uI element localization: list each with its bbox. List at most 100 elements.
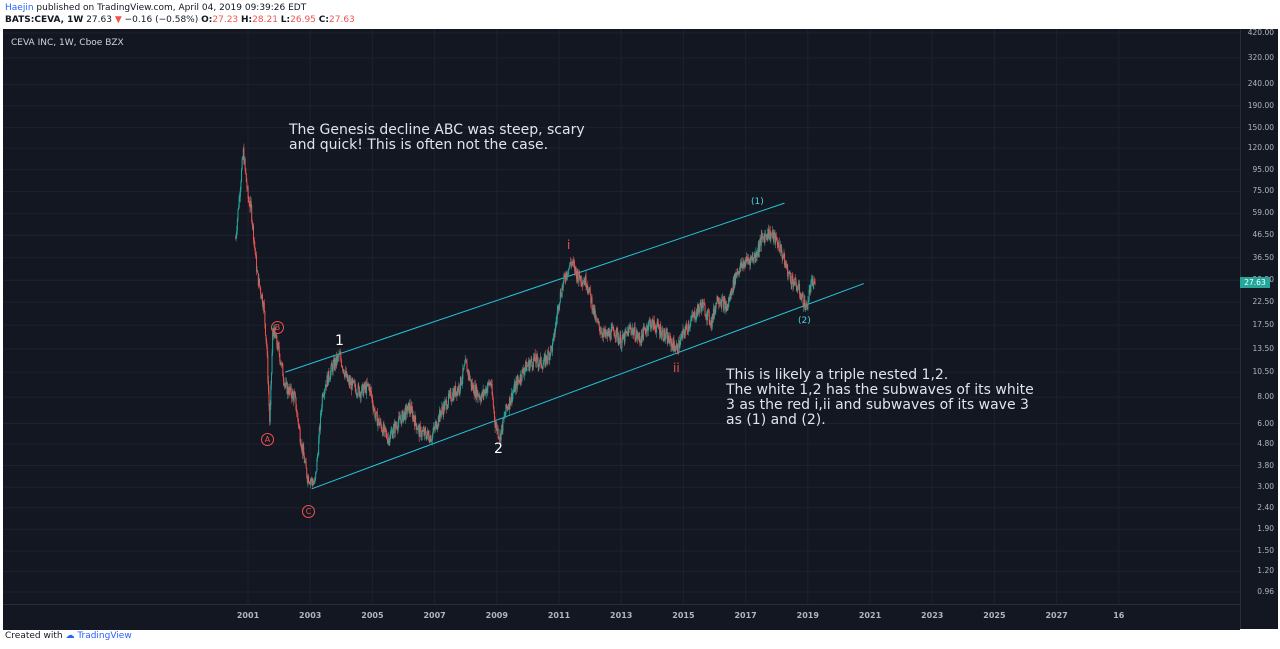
- candle-body: [638, 333, 640, 337]
- candle-body: [603, 329, 605, 333]
- candle-body: [762, 235, 764, 238]
- candle-body: [561, 296, 563, 298]
- candle-body: [586, 286, 588, 288]
- wave-label-c[interactable]: C: [302, 505, 315, 518]
- wave-label-2[interactable]: 2: [494, 441, 503, 457]
- candle-body: [800, 296, 802, 300]
- tradingview-link[interactable]: TradingView: [77, 631, 132, 641]
- time-tick-label: 2023: [921, 611, 944, 620]
- candle-body: [726, 304, 728, 311]
- candle-body: [437, 416, 439, 426]
- candle-body: [575, 266, 577, 272]
- candle-body: [797, 288, 799, 290]
- wave-label-paren-1[interactable]: (1): [751, 197, 764, 207]
- candle-body: [288, 392, 290, 395]
- candle-body: [483, 391, 485, 395]
- candle-body: [593, 308, 595, 315]
- candle-body: [477, 390, 479, 396]
- candle-body: [510, 393, 512, 402]
- price-tick-label: 59.00: [1252, 208, 1274, 218]
- chart-pane[interactable]: CEVA INC, 1W, Cboe BZX The Genesis decli…: [3, 29, 1240, 629]
- candle-body: [441, 406, 443, 410]
- annotation-triple-nested[interactable]: This is likely a triple nested 1,2. The …: [726, 367, 1034, 428]
- price-tick-label: 13.50: [1252, 343, 1274, 353]
- candle-body: [568, 268, 570, 274]
- low-label: L:: [280, 15, 291, 25]
- candle-body: [342, 366, 344, 370]
- wave-label-b[interactable]: B: [271, 321, 284, 334]
- price-tick-label: 240.00: [1247, 79, 1274, 89]
- wave-label-a[interactable]: A: [261, 433, 274, 446]
- candle-body: [581, 283, 583, 285]
- candle-body: [582, 282, 584, 285]
- candle-body: [459, 376, 461, 391]
- candle-body: [716, 296, 718, 305]
- author-link[interactable]: Haejin: [5, 3, 34, 13]
- candle-body: [675, 345, 677, 350]
- candle-body: [701, 299, 703, 311]
- candle-body: [774, 232, 776, 244]
- candle-body: [388, 437, 390, 441]
- candle-body: [302, 447, 304, 455]
- candle-body: [324, 389, 326, 395]
- candle-body: [658, 327, 660, 329]
- candle-body: [650, 326, 652, 330]
- candle-body: [360, 392, 362, 398]
- candle-body: [583, 280, 585, 283]
- candle-body: [717, 300, 719, 302]
- candle-body: [574, 263, 576, 272]
- candle-body: [577, 279, 579, 283]
- candle-body: [697, 304, 699, 316]
- candle-body: [361, 384, 363, 386]
- candle-body: [469, 379, 471, 381]
- candle-body: [674, 349, 676, 351]
- candle-body: [235, 234, 237, 239]
- candle-body: [308, 476, 310, 483]
- chart-canvas[interactable]: [3, 29, 1240, 604]
- candle-body: [687, 330, 689, 332]
- candle-body: [766, 235, 768, 237]
- candle-body: [241, 169, 243, 182]
- wave-label-paren-2[interactable]: (2): [798, 316, 811, 326]
- candle-body: [793, 282, 795, 286]
- wave-label-1[interactable]: 1: [335, 333, 344, 349]
- candle-body: [514, 383, 516, 392]
- candle-body: [338, 353, 340, 358]
- candle-body: [811, 278, 813, 280]
- candle-body: [466, 362, 468, 373]
- candle-body: [333, 359, 335, 369]
- candle-body: [510, 401, 512, 406]
- candle-body: [236, 230, 238, 235]
- candle-body: [708, 310, 710, 312]
- time-axis[interactable]: 2001 2003 2005 2007 2009 2011 2013 2015 2017 2019…: [3, 604, 1240, 630]
- candle-body: [459, 390, 461, 392]
- candle-body: [364, 383, 366, 389]
- price-axis[interactable]: 420.00 320.00 240.00 190.00 150.00 120.00 95.0…: [1240, 28, 1278, 629]
- candle-body: [735, 272, 737, 276]
- candle-body: [463, 365, 465, 370]
- candle-body: [273, 329, 275, 338]
- candle-body: [307, 476, 309, 482]
- candle-body: [365, 385, 367, 394]
- candle-body: [541, 367, 543, 370]
- candle-body: [276, 335, 278, 345]
- candle-body: [814, 282, 816, 284]
- candle-body: [778, 242, 780, 248]
- candle-body: [398, 416, 400, 417]
- annotation-genesis-decline[interactable]: The Genesis decline ABC was steep, scary…: [289, 122, 585, 153]
- candle-body: [638, 333, 640, 338]
- candle-body: [785, 262, 787, 265]
- candle-body: [571, 261, 573, 263]
- wave-label-i[interactable]: i: [567, 238, 571, 252]
- wave-label-ii[interactable]: ii: [673, 361, 680, 375]
- candle-body: [456, 391, 458, 396]
- candle-body: [524, 367, 526, 371]
- candle-body: [407, 403, 409, 405]
- candle-body: [610, 338, 612, 340]
- candle-body: [455, 386, 457, 396]
- candle-body: [282, 376, 284, 381]
- candle-body: [649, 320, 651, 322]
- candle-body: [679, 344, 681, 348]
- candle-body: [498, 437, 500, 439]
- candle-body: [806, 303, 808, 305]
